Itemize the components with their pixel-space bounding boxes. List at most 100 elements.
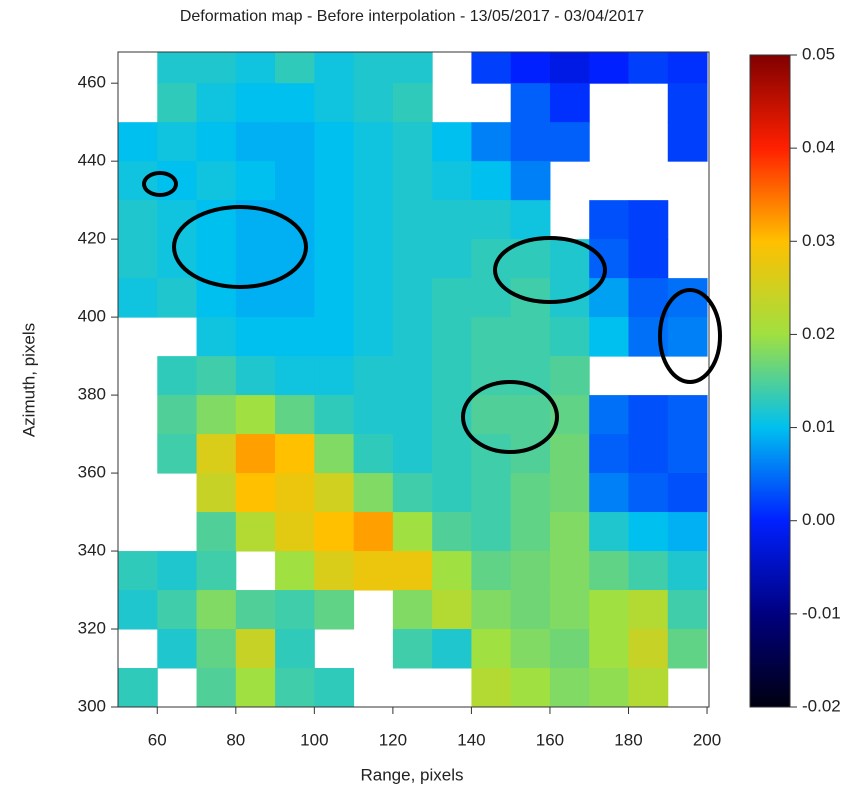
heatmap-cell [392, 161, 433, 201]
heatmap-cell [510, 83, 551, 123]
heatmap-cell [667, 551, 708, 591]
x-tick-label: 200 [693, 730, 721, 749]
heatmap-cell [510, 629, 551, 669]
y-axis-label: Azimuth, pixels [19, 323, 38, 437]
heatmap-cell [235, 395, 276, 435]
heatmap-cell [275, 200, 315, 240]
heatmap-cell [432, 590, 472, 630]
annotation-ellipse [172, 205, 308, 289]
heatmap-cell [589, 200, 629, 240]
heatmap-cell [196, 668, 237, 708]
heatmap-cell [628, 395, 669, 435]
heatmap-cell [549, 52, 590, 84]
colorbar [749, 54, 791, 708]
heatmap-cell [353, 317, 394, 357]
colorbar-tick-label: 0.04 [802, 138, 835, 157]
heatmap-cell [667, 434, 708, 474]
heatmap-cell [589, 52, 629, 84]
heatmap-cell [589, 629, 629, 669]
heatmap-cell [118, 200, 158, 240]
heatmap-cell [392, 629, 433, 669]
heatmap-cell [589, 473, 629, 513]
heatmap-cell [275, 473, 315, 513]
heatmap-cell [353, 83, 394, 123]
heatmap-cell [392, 512, 433, 552]
heatmap-cell [235, 83, 276, 123]
heatmap-cell [196, 395, 237, 435]
heatmap-cell [510, 512, 551, 552]
heatmap-cell [589, 512, 629, 552]
heatmap-cell [589, 278, 629, 318]
heatmap [118, 52, 708, 708]
heatmap-cell [118, 551, 158, 591]
x-tick-label: 160 [536, 730, 564, 749]
y-tick-label: 300 [78, 696, 106, 715]
heatmap-cell [157, 434, 198, 474]
heatmap-cell [432, 512, 472, 552]
heatmap-cell [157, 278, 198, 318]
heatmap-cell [628, 473, 669, 513]
heatmap-cell [275, 668, 315, 708]
heatmap-cell [432, 434, 472, 474]
heatmap-cell [589, 590, 629, 630]
y-tick-label: 380 [78, 385, 106, 404]
heatmap-cell [549, 512, 590, 552]
heatmap-cell [275, 278, 315, 318]
heatmap-cell [392, 590, 433, 630]
heatmap-cell [549, 668, 590, 708]
heatmap-cell [196, 434, 237, 474]
annotation-ellipse [142, 171, 178, 197]
heatmap-cell [196, 122, 237, 162]
heatmap-cell [118, 239, 158, 279]
heatmap-cell [510, 395, 551, 435]
heatmap-cell [667, 122, 708, 162]
heatmap-cell [667, 83, 708, 123]
heatmap-cell [549, 278, 590, 318]
heatmap-cell [118, 668, 158, 708]
heatmap-cell [432, 356, 472, 396]
chart-title: Deformation map - Before interpolation -… [180, 8, 644, 25]
heatmap-cell [471, 278, 512, 318]
heatmap-cell [432, 278, 472, 318]
heatmap-cell [628, 200, 669, 240]
heatmap-cell [549, 83, 590, 123]
heatmap-cell [471, 239, 512, 279]
heatmap-cell [510, 122, 551, 162]
heatmap-cell [549, 629, 590, 669]
heatmap-cell [314, 83, 355, 123]
heatmap-cell [667, 629, 708, 669]
heatmap-cell [157, 83, 198, 123]
heatmap-cell [628, 278, 669, 318]
heatmap-cell [471, 551, 512, 591]
heatmap-cell [235, 161, 276, 201]
heatmap-cell [314, 512, 355, 552]
annotations [142, 171, 722, 454]
heatmap-cell [314, 473, 355, 513]
heatmap-cell [471, 629, 512, 669]
heatmap-cell [235, 473, 276, 513]
heatmap-cell [392, 473, 433, 513]
heatmap-cell [667, 395, 708, 435]
heatmap-cell [275, 122, 315, 162]
heatmap-cell [353, 122, 394, 162]
heatmap-cell [314, 668, 355, 708]
heatmap-cell [628, 434, 669, 474]
heatmap-cell [353, 200, 394, 240]
heatmap-cell [471, 122, 512, 162]
heatmap-cell [235, 239, 276, 279]
heatmap-cell [196, 356, 237, 396]
heatmap-cell [353, 434, 394, 474]
y-tick-label: 460 [78, 73, 106, 92]
heatmap-cell [667, 590, 708, 630]
heatmap-cell [667, 473, 708, 513]
heatmap-cell [549, 356, 590, 396]
heatmap-cell [353, 52, 394, 84]
heatmap-cell [432, 200, 472, 240]
plot-frame [117, 51, 710, 708]
heatmap-cell [157, 356, 198, 396]
heatmap-cell [392, 239, 433, 279]
heatmap-cell [314, 551, 355, 591]
y-tick-label: 440 [78, 151, 106, 170]
y-tick-label: 340 [78, 541, 106, 560]
heatmap-cell [589, 239, 629, 279]
